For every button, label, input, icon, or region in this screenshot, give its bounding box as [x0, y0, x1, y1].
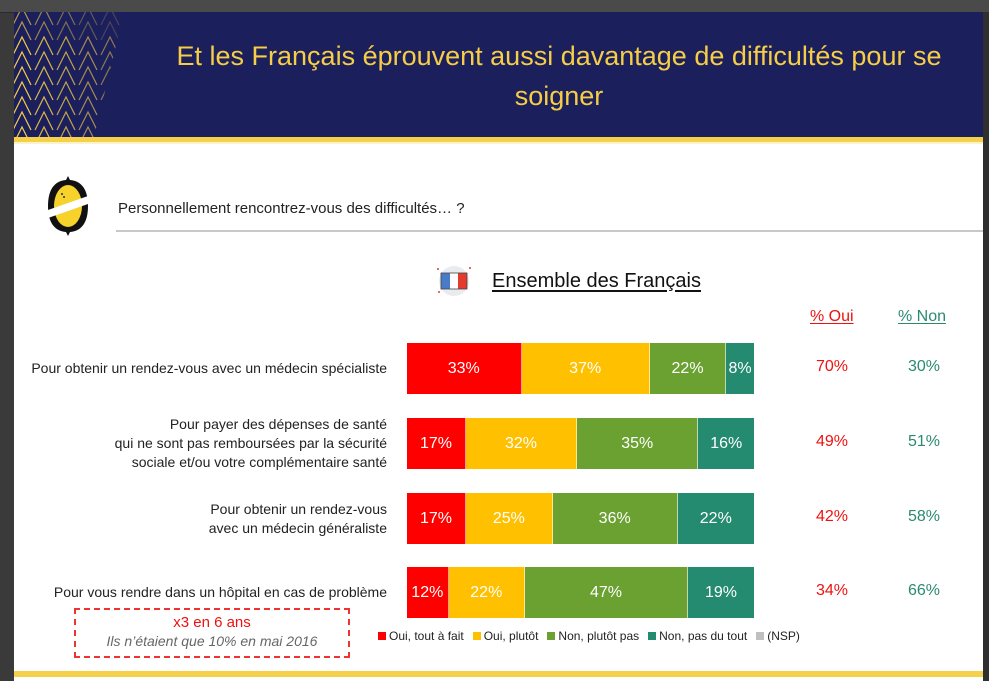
question-divider	[116, 230, 983, 232]
bar-segment-non-pas-du-tout: 22%	[677, 493, 754, 544]
legend-label: Oui, plutôt	[483, 629, 539, 643]
legend-item-oui-plutot: Oui, plutôt	[472, 629, 539, 643]
legend-label: Oui, tout à fait	[389, 629, 464, 643]
page-title: Et les Français éprouvent aussi davantag…	[176, 41, 942, 111]
chart-subtitle: Ensemble des Français	[492, 270, 701, 292]
legend-item-oui-tout-a-fait: Oui, tout à fait	[378, 629, 464, 643]
category-label: Pour vous rendre dans un hôpital en cas …	[53, 584, 387, 600]
legend-swatch	[472, 632, 481, 640]
legend-swatch	[378, 632, 386, 640]
category-label: Pour payer des dépenses de santé qui ne s…	[114, 416, 387, 470]
bar-segment-non-plutot-pas: 35%	[577, 418, 699, 469]
total-oui-label: 49%	[816, 433, 849, 450]
header-gold-band	[14, 137, 983, 142]
bar-segment-oui-plutot: 25%	[465, 493, 553, 544]
bar-segment-oui-tout-a-fait: 17%	[407, 493, 466, 544]
footer-gold-band	[14, 671, 983, 677]
callout-title: x3 en 6 ans	[173, 614, 251, 631]
stacked-bar: 33% 37% 22% 8%	[407, 343, 754, 394]
legend-swatch	[648, 632, 657, 640]
bar-segment-oui-plutot: 37%	[521, 343, 650, 394]
chart-legend: Oui, tout à fait Oui, plutôt Non, plutôt p…	[378, 629, 800, 643]
bar-segment-oui-plutot: 22%	[448, 567, 525, 618]
bar-segment-oui-tout-a-fait: 12%	[407, 567, 449, 618]
legend-label: Non, pas du tout	[659, 629, 748, 643]
yellow-oval-logo-icon	[48, 176, 88, 236]
legend-label: (NSP)	[767, 629, 800, 643]
header-banner: Et les Français éprouvent aussi davantag…	[14, 12, 983, 137]
french-flag-icon	[437, 266, 471, 296]
total-non-label: 51%	[908, 433, 941, 450]
bar-segment-oui-tout-a-fait: 33%	[407, 343, 522, 394]
bar-segment-non-pas-du-tout: 8%	[726, 343, 754, 394]
category-label: Pour obtenir un rendez-vous avec un médec…	[208, 500, 387, 536]
callout-box: x3 en 6 ans Ils n’étaient que 10% en mai…	[74, 608, 350, 658]
legend-item-non-pas-du-tout: Non, pas du tout	[648, 629, 747, 643]
total-oui-label: 34%	[816, 582, 849, 599]
total-non-label: 58%	[908, 508, 941, 525]
stacked-bar: 17% 25% 36% 22%	[407, 493, 754, 544]
slide: Et les Français éprouvent aussi davantag…	[14, 12, 983, 681]
stacked-bar: 17% 32% 35% 16%	[407, 418, 754, 469]
total-oui-label: 70%	[816, 358, 849, 375]
total-oui-label: 42%	[816, 508, 849, 525]
legend-item-non-plutot-pas: Non, plutôt pas	[547, 629, 639, 643]
category-label: Pour obtenir un rendez-vous avec un méde…	[31, 360, 387, 376]
column-header-non: % Non	[898, 308, 947, 325]
legend-swatch	[547, 632, 556, 640]
total-non-label: 66%	[908, 582, 941, 599]
callout-subtitle: Ils n’étaient que 10% en mai 2016	[106, 633, 318, 649]
bar-segment-non-plutot-pas: 47%	[524, 567, 689, 618]
bar-segment-oui-plutot: 32%	[465, 418, 578, 469]
window-right-edge	[983, 12, 989, 681]
legend-label: Non, plutôt pas	[558, 629, 640, 643]
total-non-label: 30%	[908, 358, 941, 375]
bar-segment-non-plutot-pas: 22%	[649, 343, 727, 394]
header-light-band	[14, 142, 983, 144]
column-header-oui: % Oui	[810, 308, 854, 325]
chevron-pattern-icon	[14, 12, 164, 137]
legend-item-nsp: (NSP)	[756, 629, 800, 643]
stacked-bar: 12% 22% 47% 19%	[407, 567, 754, 618]
legend-swatch	[756, 632, 765, 640]
question-text: Personnellement rencontrez-vous des diff…	[118, 200, 465, 217]
bar-segment-non-plutot-pas: 36%	[552, 493, 678, 544]
bar-segment-non-pas-du-tout: 16%	[698, 418, 754, 469]
bar-segment-oui-tout-a-fait: 17%	[407, 418, 466, 469]
bar-segment-non-pas-du-tout: 19%	[688, 567, 754, 618]
